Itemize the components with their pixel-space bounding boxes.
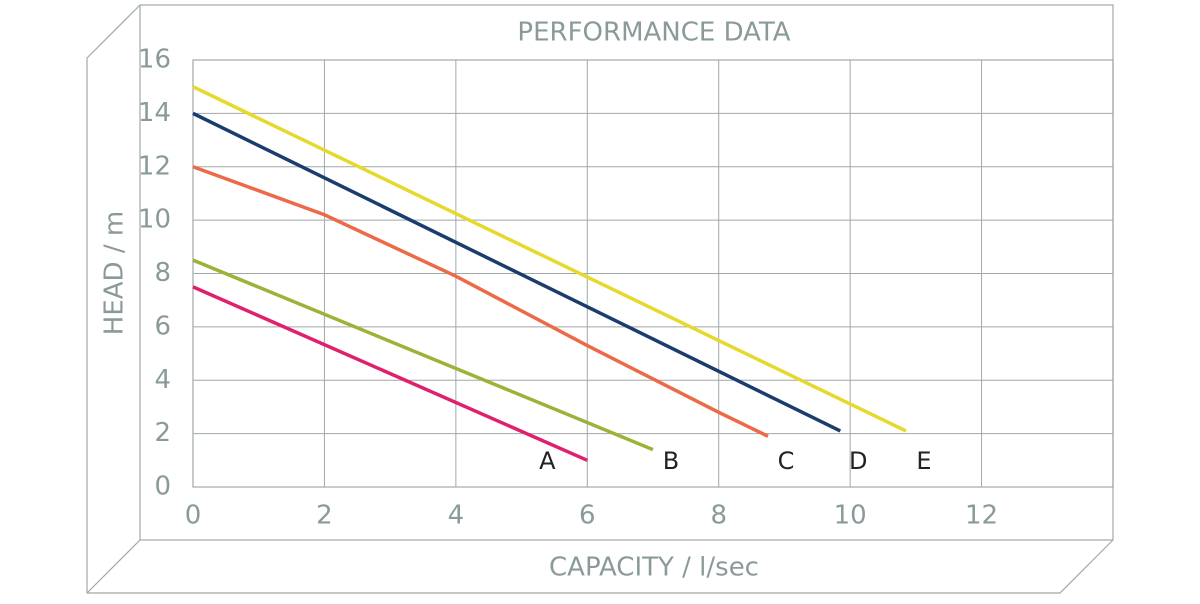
chart-title: PERFORMANCE DATA xyxy=(517,18,790,48)
y-axis-label: HEAD / m xyxy=(100,211,130,335)
frame xyxy=(86,4,1114,594)
x-tick-label: 10 xyxy=(834,501,867,531)
series-label: A xyxy=(539,447,556,475)
x-tick-label: 12 xyxy=(965,501,998,531)
series-line xyxy=(192,85,907,433)
y-tick-label: 0 xyxy=(154,472,171,502)
x-tick-label: 2 xyxy=(316,501,333,531)
series-label: B xyxy=(663,447,679,475)
x-tick-label: 8 xyxy=(710,501,727,531)
series-line xyxy=(192,111,842,433)
y-tick-label: 14 xyxy=(138,98,171,128)
x-tick-label: 6 xyxy=(579,501,596,531)
x-tick-label: 4 xyxy=(448,501,465,531)
x-axis-label: CAPACITY / l/sec xyxy=(549,553,759,583)
series-line xyxy=(192,285,588,462)
series-line xyxy=(192,165,769,438)
series-label: C xyxy=(778,447,795,475)
y-tick-label: 8 xyxy=(154,258,171,288)
series-line xyxy=(192,258,654,452)
y-tick-label: 4 xyxy=(154,365,171,395)
series-label: D xyxy=(849,447,867,475)
y-tick-label: 16 xyxy=(138,45,171,75)
series-label: E xyxy=(916,447,931,475)
y-tick-label: 12 xyxy=(138,151,171,181)
y-tick-label: 10 xyxy=(138,205,171,235)
y-tick-label: 6 xyxy=(154,311,171,341)
x-tick-label: 0 xyxy=(185,501,202,531)
y-tick-label: 2 xyxy=(154,418,171,448)
